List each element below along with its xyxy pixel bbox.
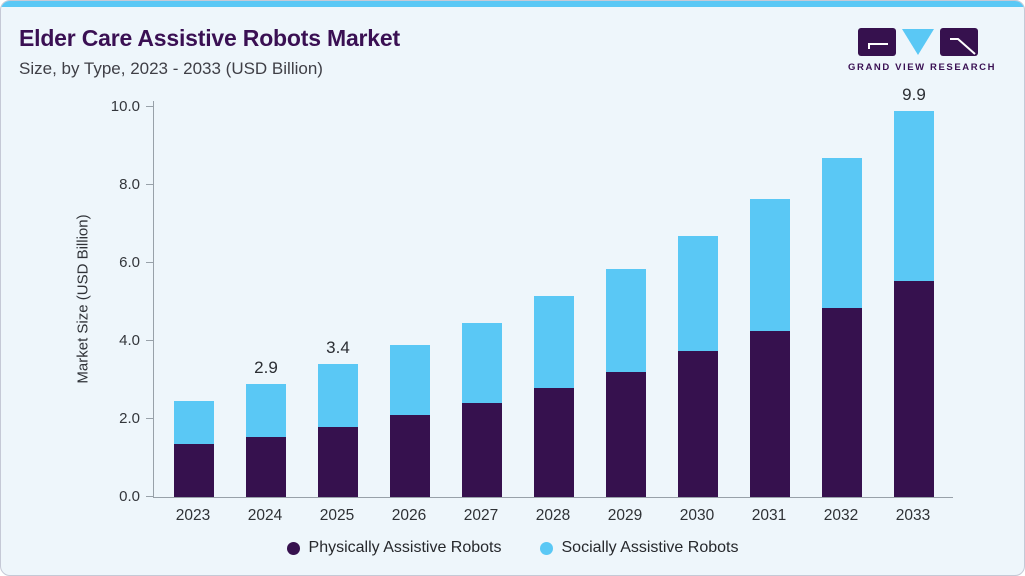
legend-dot-icon [286, 541, 300, 555]
bar-2023-physically [174, 444, 214, 497]
bar-2027-physically [462, 403, 502, 497]
bar-2024-socially [246, 383, 286, 437]
bar-2027-socially [462, 323, 502, 404]
bar-2030-physically [678, 350, 718, 497]
bar-2024-physically [246, 436, 286, 497]
bar-2026-physically [390, 415, 430, 497]
bar-2023-socially [174, 401, 214, 445]
plot-area: 0.0 2.0 4.0 6.0 8.0 10.0 2.9 3.4 9.9 [111, 85, 953, 505]
chart-header: Elder Care Assistive Robots Market Size,… [19, 25, 400, 79]
legend-label: Physically Assistive Robots [308, 539, 502, 556]
x-tick-label-2024: 2024 [247, 507, 283, 524]
page-title: Elder Care Assistive Robots Market [19, 25, 400, 51]
bar-2032-physically [822, 307, 862, 497]
legend-item: Physically Assistive Robots [286, 539, 502, 557]
bar-2033-socially [894, 110, 934, 281]
y-tick-label: 6.0 [119, 254, 140, 271]
top-accent-bar [1, 1, 1024, 7]
bar-2033-physically [894, 280, 934, 497]
bar-2031-physically [750, 331, 790, 497]
bar-2032-socially [822, 157, 862, 308]
legend-label: Socially Assistive Robots [561, 539, 739, 556]
y-tick-mark [146, 496, 154, 497]
bar-2029-physically [606, 372, 646, 497]
x-axis-labels: 2023 2024 2025 2026 2027 2028 2029 2030 2031 2032… [153, 507, 953, 529]
gvr-logo-text: GRAND VIEW RESEARCH [848, 62, 997, 73]
legend-item: Socially Assistive Robots [539, 539, 739, 557]
chart-subtitle: Size, by Type, 2023 - 2033 (USD Billion) [19, 59, 323, 78]
bar-2028-physically [534, 387, 574, 497]
bar-2025-physically [318, 426, 358, 497]
bar-value-label-2025: 3.4 [326, 338, 350, 358]
bar-value-label-2024: 2.9 [254, 357, 278, 377]
x-tick-label-2029: 2029 [607, 507, 643, 524]
y-tick-mark [146, 418, 154, 419]
y-tick-label: 10.0 [110, 98, 140, 115]
x-tick-label-2031: 2031 [751, 507, 787, 524]
x-tick-label-2030: 2030 [679, 507, 715, 524]
gvr-logo-icon [858, 28, 978, 56]
y-tick-label: 8.0 [119, 176, 140, 193]
y-tick-label: 2.0 [119, 410, 140, 427]
y-tick-mark [146, 184, 154, 185]
y-tick-mark [146, 340, 154, 341]
legend: Physically Assistive Robots Socially Assi… [1, 539, 1024, 557]
x-tick-label-2023: 2023 [175, 507, 211, 524]
y-axis-title: Market Size (USD Billion) [74, 214, 92, 384]
y-tick-mark [146, 262, 154, 263]
x-tick-label-2028: 2028 [535, 507, 571, 524]
bar-2028-socially [534, 296, 574, 388]
y-tick-label: 0.0 [119, 488, 140, 505]
bar-value-label-2033: 9.9 [902, 84, 926, 104]
x-tick-label-2026: 2026 [391, 507, 427, 524]
x-tick-label-2032: 2032 [823, 507, 859, 524]
gvr-logo: GRAND VIEW RESEARCH [848, 28, 997, 73]
bar-2030-socially [678, 235, 718, 351]
bar-2025-socially [318, 364, 358, 427]
bar-2031-socially [750, 198, 790, 332]
bar-2029-socially [606, 268, 646, 373]
bar-2026-socially [390, 344, 430, 416]
y-tick-mark [146, 106, 154, 107]
x-tick-label-2025: 2025 [319, 507, 355, 524]
y-tick-label: 4.0 [119, 332, 140, 349]
legend-dot-icon [539, 541, 553, 555]
x-tick-label-2027: 2027 [463, 507, 499, 524]
x-tick-label-2033: 2033 [895, 507, 931, 524]
